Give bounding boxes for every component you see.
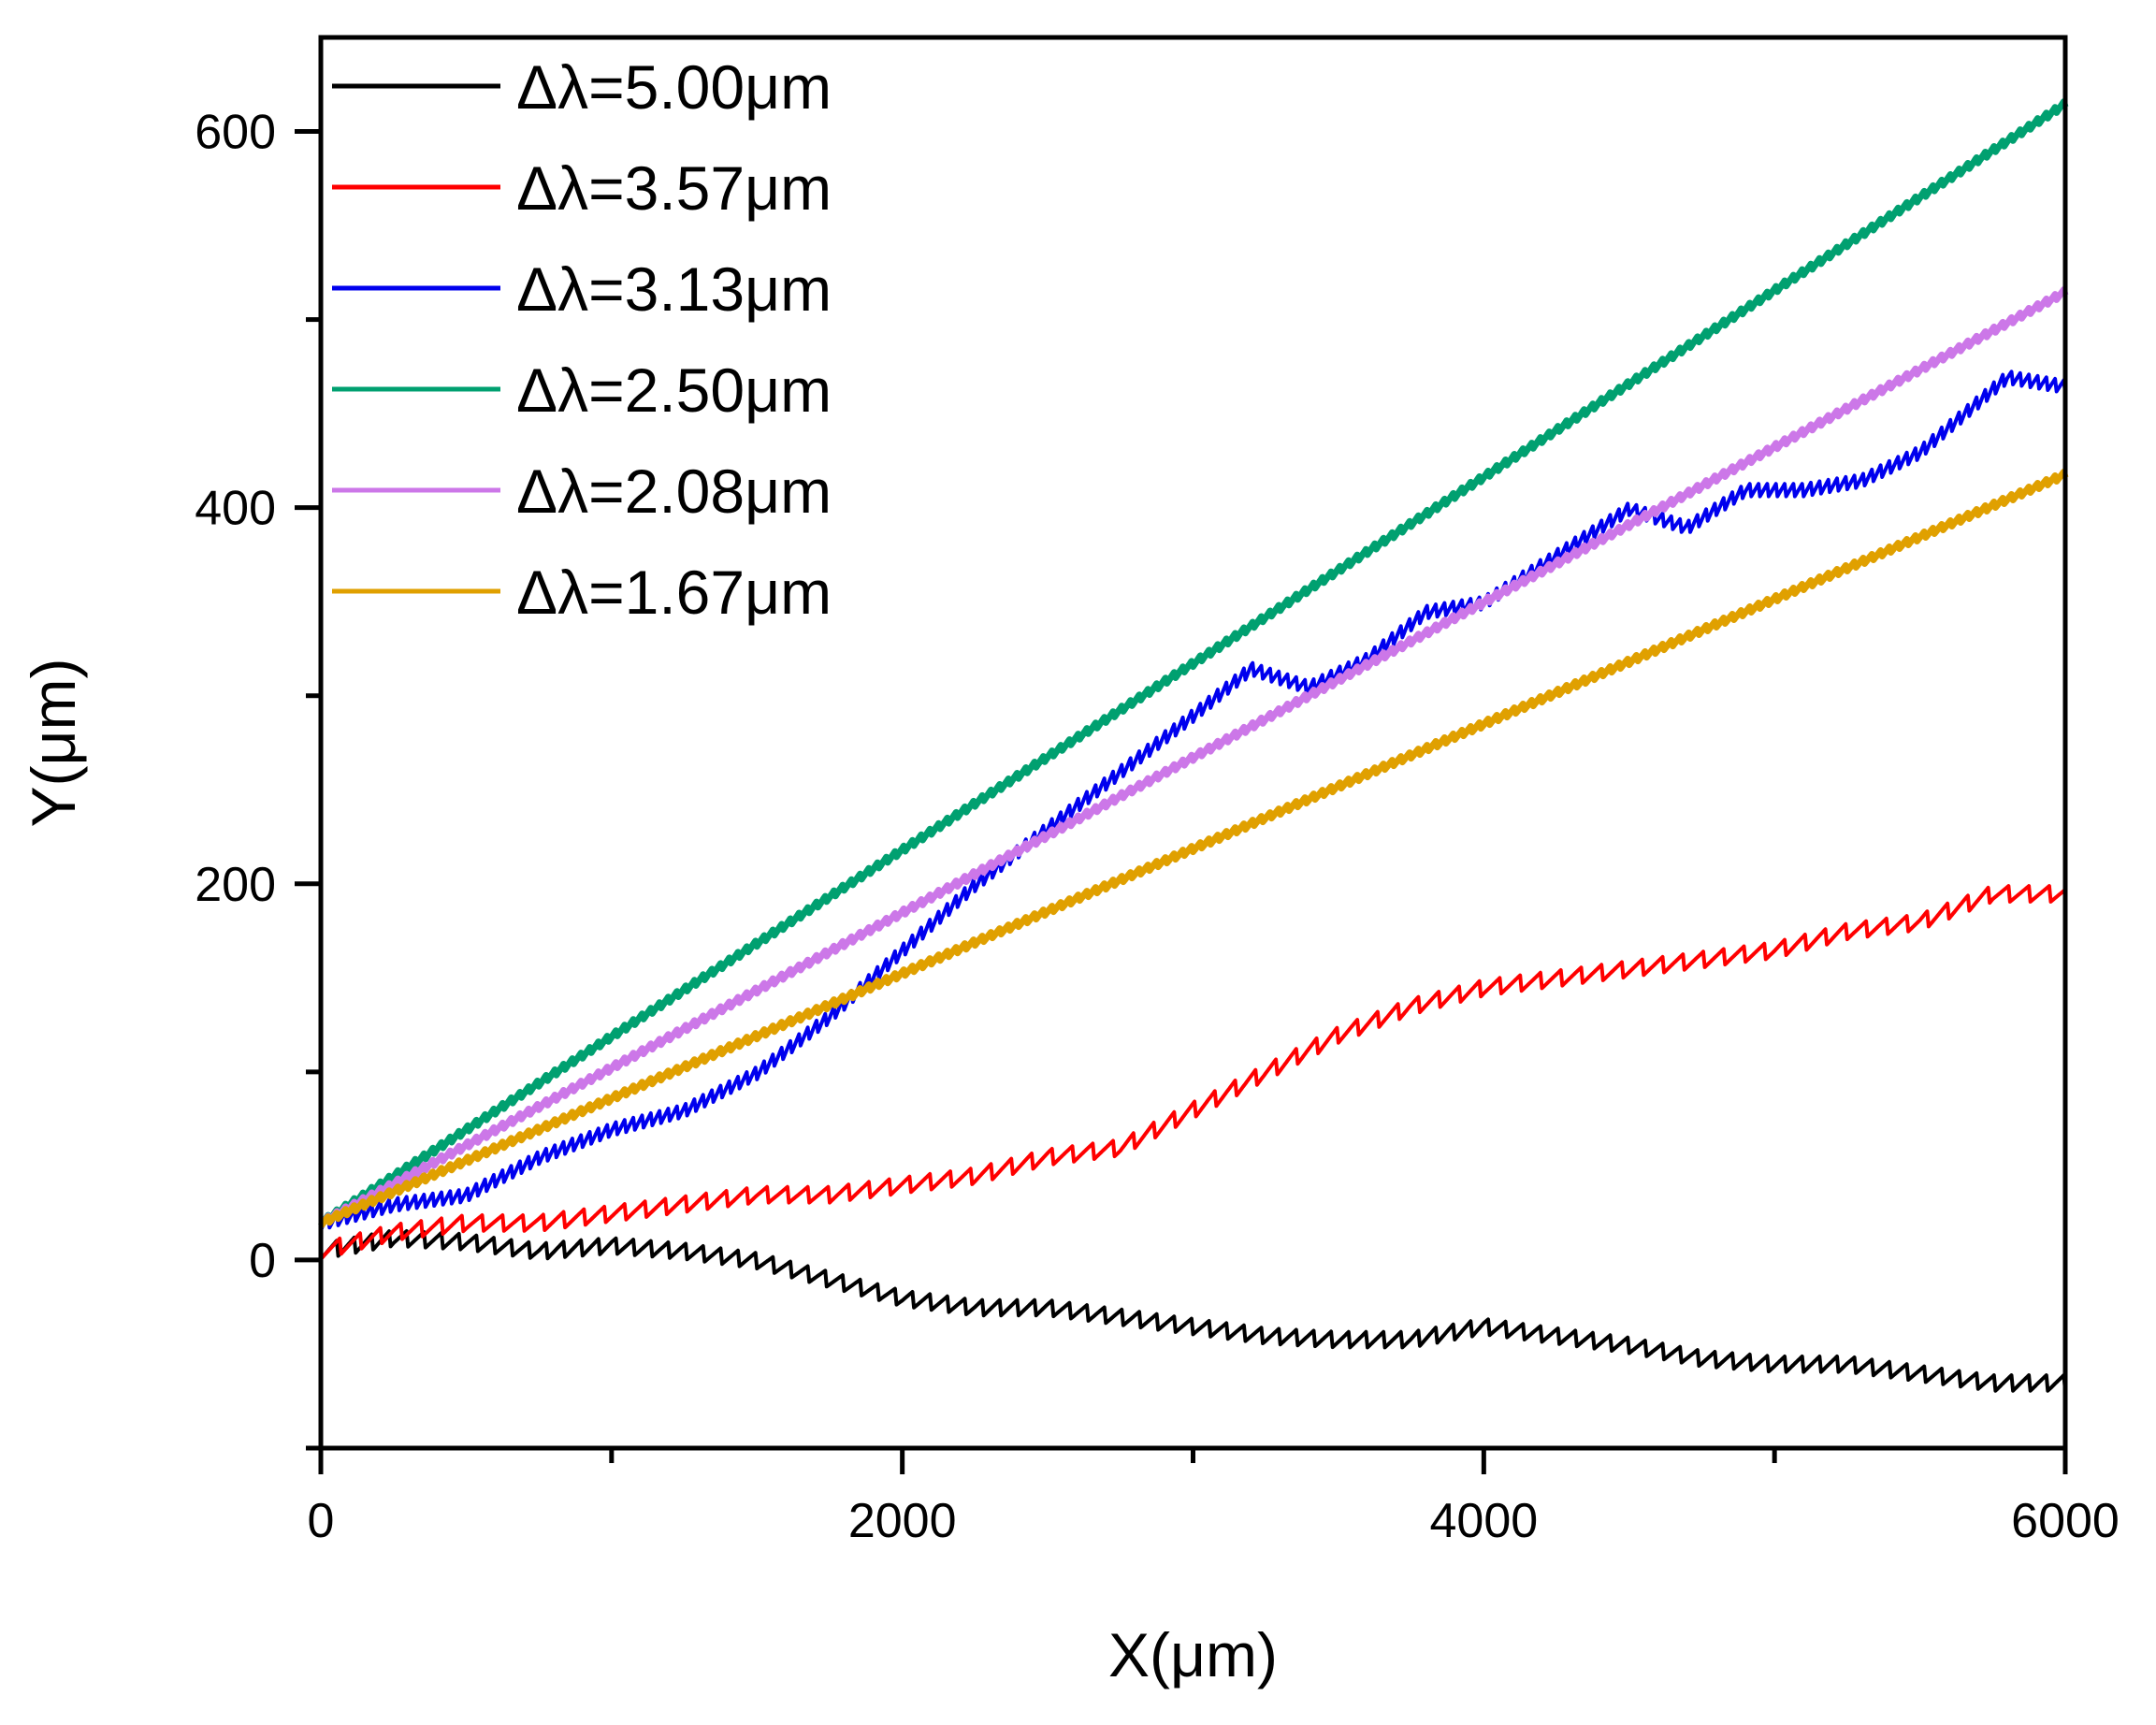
legend-label-1: Δλ=3.57μm [516, 153, 832, 223]
legend: Δλ=5.00μm Δλ=3.57μm Δλ=3.13μm Δλ=2.50μm Δλ=2… [332, 52, 832, 627]
series-line-0 [319, 1229, 2067, 1393]
y-axis-title: Y(μm) [19, 659, 88, 828]
axis-ticks [295, 129, 2068, 1474]
series-line-5 [318, 469, 2069, 1228]
series-line-1 [319, 884, 2067, 1261]
series-line-4 [318, 286, 2069, 1228]
tick-labels: 0 2000 4000 6000 0 200 400 600 [195, 106, 2120, 1548]
series-line-2 [319, 370, 2067, 1231]
x-tick-label: 6000 [2011, 1494, 2120, 1548]
y-tick-label: 0 [249, 1234, 276, 1288]
y-tick-label: 400 [195, 482, 276, 536]
x-tick-label: 0 [308, 1494, 335, 1548]
x-tick-label: 2000 [848, 1494, 957, 1548]
legend-label-0: Δλ=5.00μm [516, 52, 832, 122]
plot-lines [318, 98, 2069, 1393]
x-axis-title: X(μm) [1108, 1620, 1278, 1689]
y-tick-label: 200 [195, 858, 276, 912]
legend-label-4: Δλ=2.08μm [516, 457, 832, 526]
x-tick-label: 4000 [1429, 1494, 1538, 1548]
legend-label-2: Δλ=3.13μm [516, 254, 832, 324]
series-line-3 [318, 98, 2069, 1228]
y-tick-label: 600 [195, 106, 276, 160]
legend-label-3: Δλ=2.50μm [516, 355, 832, 425]
legend-label-5: Δλ=1.67μm [516, 558, 832, 627]
